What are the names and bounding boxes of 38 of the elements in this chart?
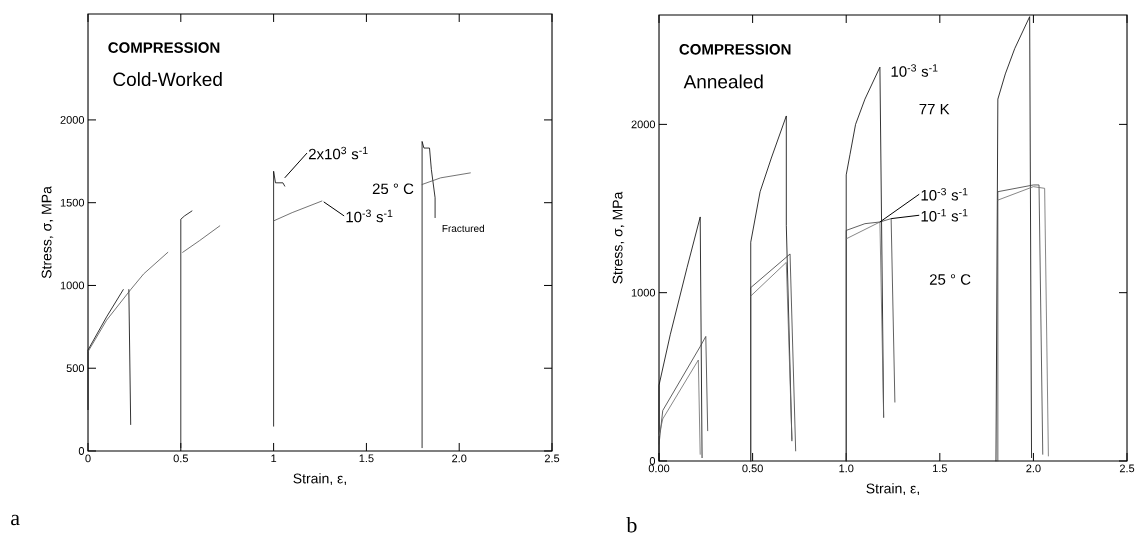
text: Cold-Worked [113, 72, 222, 87]
y-axis-title: Stress, σ, MPa [612, 191, 625, 284]
annotation: 25 ° C [929, 274, 971, 285]
text: COMPRESSION [108, 42, 220, 53]
y-tick-label: 1500 [60, 198, 85, 207]
text: b [626, 517, 637, 533]
annotation: Fractured [442, 224, 484, 233]
x-tick-label: 0.50 [742, 464, 763, 473]
annotation: 10$^{-3}$ s$^{-1}$ [921, 187, 968, 201]
y-tick-label: 500 [66, 364, 85, 373]
x-tick-label: 2.0 [1026, 464, 1041, 473]
x-tick-label: 2.5 [544, 454, 560, 463]
x-tick-label: 0.00 [648, 464, 670, 473]
text: COMPRESSION [679, 44, 791, 55]
annotation: 10$^{-3}$ s$^{-1}$ [346, 209, 393, 223]
text: a [11, 514, 20, 526]
y-tick-label: 2000 [631, 120, 656, 129]
x-tick-label: 2.5 [1119, 464, 1135, 473]
x-tick-label: 2.0 [452, 454, 467, 463]
annotation: 10$^{-1}$ s$^{-1}$ [921, 208, 968, 222]
x-tick-label: 0 [85, 454, 91, 463]
y-axis-title: Stress, σ, MPa [41, 186, 54, 279]
x-tick-label: 1 [271, 454, 277, 463]
x-tick-label: 1.0 [839, 464, 854, 473]
x-axis-title: Strain, ε, [293, 473, 346, 486]
x-tick-label: 1.5 [933, 464, 947, 473]
x-tick-label: 0.5 [173, 454, 188, 463]
y-tick-label: 1000 [60, 281, 85, 290]
y-tick-label: 1000 [631, 288, 656, 297]
annotation: 25 ° C [372, 183, 414, 195]
x-tick-label: 1.5 [359, 454, 374, 463]
y-tick-label: 0 [78, 447, 85, 455]
annotation: 2x10$^{3}$ s$^{-1}$ [308, 146, 368, 160]
text: Annealed [683, 74, 763, 89]
annotation: 77 K [919, 103, 950, 115]
annotation: 10$^{-3}$ s$^{-1}$ [891, 64, 938, 77]
x-axis-title: Strain, ε, [866, 483, 919, 496]
y-tick-label: 2000 [60, 116, 85, 124]
